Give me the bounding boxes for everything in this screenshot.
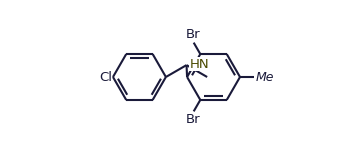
Text: Br: Br [186,113,200,126]
Text: Me: Me [256,71,274,83]
Text: Cl: Cl [99,71,112,83]
Text: HN: HN [190,58,209,71]
Text: Br: Br [186,28,200,41]
